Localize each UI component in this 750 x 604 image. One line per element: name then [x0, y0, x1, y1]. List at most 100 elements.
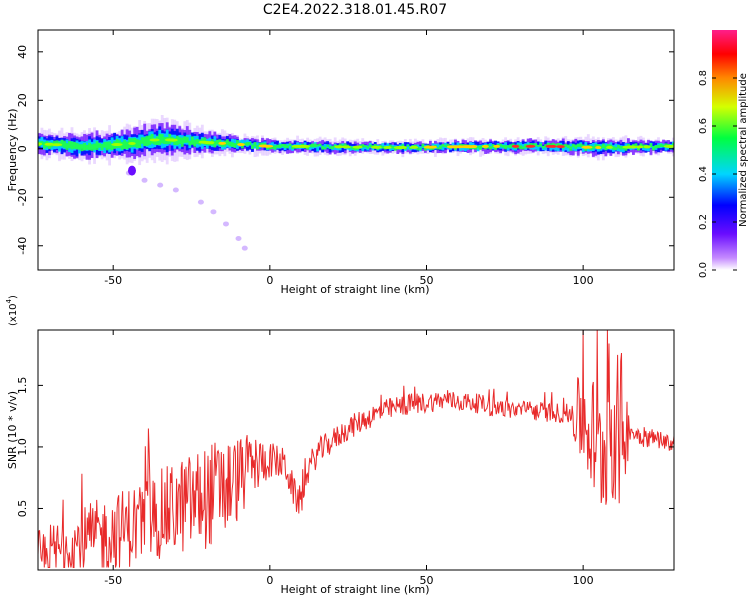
spectrogram-cell: [476, 145, 480, 149]
spectrogram-hot-cell: [549, 144, 557, 148]
spectrogram-cell: [634, 143, 638, 148]
spectrogram-hot-cell: [383, 145, 392, 149]
spectrogram-cell: [564, 145, 568, 151]
spectrogram-cell: [326, 144, 330, 148]
spectrogram-hot-cell: [168, 138, 178, 142]
spectrogram-cell: [308, 144, 312, 148]
spectrogram-cell: [195, 138, 199, 145]
spectrogram-cell: [78, 144, 81, 150]
spectrogram-y-label: Frequency (Hz): [6, 109, 19, 192]
spectrogram-cell: [160, 134, 164, 144]
spectrogram-cell: [529, 143, 533, 147]
spectrogram-cell: [243, 142, 247, 146]
spectrogram-hot-cell: [398, 145, 407, 149]
spectrogram-hot-cell: [334, 145, 344, 149]
spectrogram-cell: [413, 144, 417, 147]
svg-text:(x104): (x104): [5, 295, 19, 326]
spectrogram-cell: [554, 144, 558, 151]
spectrogram-cell: [654, 145, 658, 149]
spectrogram-cell: [283, 143, 287, 148]
spectrogram-cell: [416, 144, 420, 148]
spectrogram-cell: [388, 147, 392, 151]
spectrogram-cell: [125, 141, 129, 150]
spectrogram-cell: [215, 139, 219, 145]
spectrogram-cell: [228, 141, 232, 147]
spectrogram-cell: [75, 142, 79, 150]
spectrogram-hot-cell: [635, 145, 644, 149]
spectrogram-cell: [566, 145, 570, 152]
colorbar: 0.0 0.2 0.4 0.6 0.8 Normalized spectral ampl…: [698, 30, 749, 278]
spectrogram-cell: [140, 137, 144, 144]
spectrogram-cell: [659, 143, 663, 147]
spectrogram-cell: [361, 146, 365, 151]
spectrogram-hot-cell: [481, 144, 489, 148]
spectrogram-hot-cell: [409, 145, 419, 149]
spectrogram-cell: [619, 146, 623, 150]
spectrogram-cell: [83, 142, 86, 151]
spectrogram-cell: [291, 145, 294, 149]
spectrogram-cell: [95, 141, 99, 150]
spectrogram-y-tick-label: 0: [16, 145, 29, 152]
spectrogram-cell: [551, 142, 555, 147]
spectrogram-cell: [60, 139, 64, 147]
spectrogram-cell: [103, 142, 106, 148]
spectrogram-cell: [566, 144, 570, 149]
spectrogram-cell: [536, 145, 540, 151]
spectrogram-cell: [519, 145, 523, 150]
spectrogram-cell: [664, 144, 668, 151]
snr-x-tick-label: 50: [419, 574, 433, 587]
spectrogram-cell: [278, 144, 282, 149]
spectrogram-cell: [546, 143, 550, 147]
spectrogram-cell: [524, 144, 528, 148]
snr-x-ticks: -50 0 50 100: [104, 330, 594, 587]
spectrogram-cell: [178, 137, 182, 144]
spectrogram-hot-cell: [352, 145, 363, 149]
spectrogram-heatmap: [38, 115, 674, 251]
spectrogram-scatter-point: [172, 187, 179, 193]
spectrogram-cell: [451, 145, 455, 152]
spectrogram-cell: [541, 145, 545, 149]
spectrogram-cell: [233, 143, 237, 148]
spectrogram-cell: [536, 144, 540, 148]
spectrogram-cell: [213, 141, 217, 148]
spectrogram-cell: [158, 133, 162, 145]
spectrogram-cell: [586, 146, 590, 152]
spectrogram-cell: [423, 147, 427, 151]
spectrogram-x-tick-label: 0: [266, 274, 273, 287]
colorbar-tick-label: 0.6: [698, 118, 709, 134]
spectrogram-cell: [406, 144, 410, 147]
spectrogram-cell: [416, 146, 420, 151]
spectrogram-cell: [311, 143, 315, 148]
spectrogram-cell: [286, 145, 289, 149]
spectrogram-cell: [406, 144, 410, 150]
snr-multiplier-base: (x10: [8, 303, 19, 326]
spectrogram-cell: [509, 144, 513, 149]
colorbar-tick-label: 0.4: [698, 166, 709, 182]
spectrogram-cell: [281, 143, 284, 147]
spectrogram-hot-cell: [627, 145, 637, 149]
spectrogram-cell: [401, 144, 405, 148]
spectrogram-cell: [531, 143, 535, 147]
spectrogram-hot-cell: [643, 145, 651, 149]
spectrogram-cell: [571, 144, 575, 151]
spectrogram-cell: [504, 142, 508, 149]
spectrogram-cell: [544, 145, 548, 151]
snr-y-ticks: 0.5 1.0 1.5: [16, 377, 674, 518]
spectrogram-cell: [594, 144, 598, 148]
spectrogram-cell: [108, 141, 111, 150]
spectrogram-cell: [366, 146, 370, 149]
spectrogram-scatter-point: [210, 209, 217, 215]
spectrogram-cell: [65, 143, 69, 150]
spectrogram-cell: [373, 144, 377, 148]
colorbar-label: Normalized spectral amplitude: [738, 73, 749, 227]
snr-y-tick-label: 0.5: [16, 500, 29, 518]
spectrogram-cell: [637, 146, 640, 151]
spectrogram-cell: [343, 143, 347, 148]
snr-y-label: SNR (10 * v/v): [6, 391, 19, 469]
spectrogram-cell: [183, 136, 187, 143]
spectrogram-hot-cell: [581, 145, 593, 149]
spectrogram-y-ticks: -40 -20 0 20 40: [16, 45, 674, 255]
spectrogram-cell: [534, 143, 538, 147]
spectrogram-cell: [381, 143, 385, 149]
spectrogram-cell: [68, 140, 71, 149]
